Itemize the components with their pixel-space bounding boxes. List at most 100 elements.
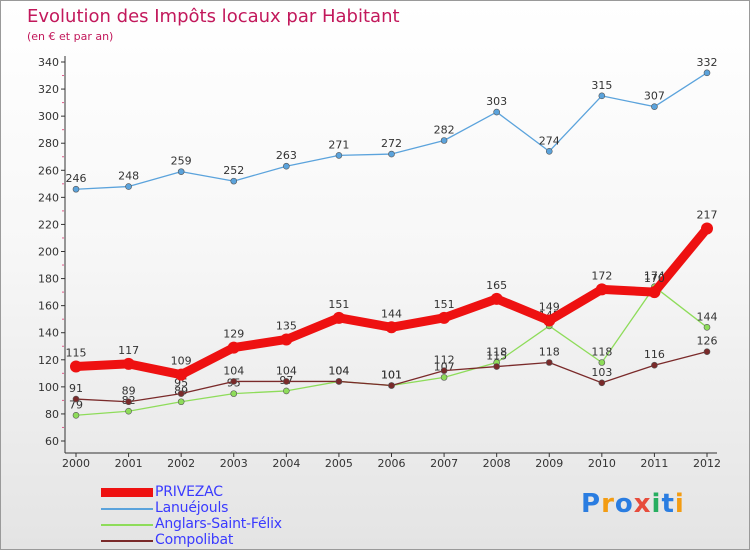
data-point-anglars-saint-felix [598,359,606,366]
data-label-privezac: 117 [118,344,139,357]
logo-letter: x [633,489,652,519]
data-label-anglars-saint-felix: 118 [486,345,507,358]
data-label-lanuejouls: 263 [276,149,297,162]
data-label-privezac: 151 [328,298,349,311]
data-label-privezac: 109 [171,355,192,368]
data-label-compolibat: 103 [591,366,612,379]
x-tick-label: 2003 [220,457,248,470]
y-tick-label: 240 [38,191,59,204]
data-label-privezac: 170 [644,272,665,285]
data-label-anglars-saint-felix: 79 [69,398,83,411]
x-tick-label: 2010 [588,457,616,470]
data-point-privezac [280,333,293,346]
data-label-lanuejouls: 271 [328,138,349,151]
data-point-anglars-saint-felix [230,390,238,397]
data-label-compolibat: 104 [276,364,297,377]
y-tick-label: 200 [38,246,59,259]
data-point-compolibat [283,378,290,385]
chart-subtitle: (en € et par an) [27,30,114,43]
data-point-lanuejouls [230,177,238,185]
data-point-compolibat [230,378,238,385]
x-tick-label: 2002 [167,457,195,470]
legend-label-privezac: PRIVEZAC [155,484,223,500]
data-point-lanuejouls [388,150,395,158]
data-label-lanuejouls: 248 [118,170,139,183]
data-label-lanuejouls: 303 [486,95,507,108]
data-label-lanuejouls: 282 [434,124,455,137]
data-point-lanuejouls [545,148,553,155]
legend-label-lanuejouls: Lanuéjouls [155,500,229,516]
data-point-compolibat [335,378,343,385]
data-label-compolibat: 126 [697,335,718,348]
legend-item-privezac: PRIVEZAC [101,484,341,501]
data-point-lanuejouls [177,168,185,175]
y-tick-label: 80 [45,408,59,421]
data-point-anglars-saint-felix [440,374,448,381]
data-label-privezac: 217 [697,208,718,221]
legend-swatch-privezac [101,488,153,497]
data-label-lanuejouls: 332 [697,56,718,69]
x-tick-label: 2012 [693,457,721,470]
data-point-anglars-saint-felix [72,411,80,419]
data-label-lanuejouls: 307 [644,90,665,103]
data-point-lanuejouls [335,152,343,159]
y-tick-label: 140 [38,327,59,340]
data-point-privezac [490,292,503,305]
legend-label-compolibat: Compolibat [155,532,234,548]
data-point-lanuejouls [125,183,132,190]
data-label-privezac: 165 [486,279,507,292]
y-tick-label: 260 [38,164,59,177]
legend-item-lanuejouls: Lanuéjouls [101,500,341,517]
legend-swatch-lanuejouls [101,508,153,510]
data-label-compolibat: 104 [328,364,349,377]
data-point-compolibat [545,359,553,366]
y-tick-label: 180 [38,273,59,286]
y-tick-label: 300 [38,110,59,123]
data-label-lanuejouls: 274 [539,134,560,147]
data-point-privezac [438,311,451,324]
data-point-compolibat [703,348,711,355]
chart-title: Evolution des Impôts locaux par Habitant [27,6,400,27]
data-point-compolibat [388,382,395,389]
data-point-compolibat [598,379,606,387]
y-tick-label: 220 [38,218,59,231]
legend-label-anglars-saint-felix: Anglars-Saint-Félix [155,516,282,532]
x-tick-label: 2009 [535,457,563,470]
x-tick-label: 2000 [62,457,90,470]
data-label-lanuejouls: 252 [223,164,244,177]
x-tick-label: 2008 [483,457,511,470]
x-tick-label: 2005 [325,457,353,470]
data-point-lanuejouls [283,162,290,170]
y-tick-label: 280 [38,137,59,150]
y-tick-label: 120 [38,354,59,367]
data-point-privezac [175,368,188,381]
data-point-compolibat [493,363,500,370]
data-label-compolibat: 89 [122,385,136,398]
proxiti-logo: Proxiti [581,489,685,519]
y-tick-label: 340 [38,56,59,69]
y-tick-label: 60 [45,435,59,448]
data-point-anglars-saint-felix [177,398,185,406]
data-label-lanuejouls: 272 [381,137,402,150]
data-point-privezac [332,311,345,324]
data-label-compolibat: 104 [223,364,244,377]
logo-letter: o [614,489,634,519]
series-line-lanuejouls [75,72,708,190]
data-point-lanuejouls [651,103,658,110]
data-label-privezac: 135 [276,319,297,332]
data-point-anglars-saint-felix [703,323,711,331]
data-label-anglars-saint-felix: 101 [381,369,402,382]
data-point-lanuejouls [703,69,711,77]
data-point-compolibat [125,398,132,406]
data-label-compolibat: 112 [434,354,455,367]
y-tick-label: 100 [38,381,59,394]
data-label-privezac: 129 [223,328,244,341]
legend-item-anglars-saint-felix: Anglars-Saint-Félix [101,516,341,533]
data-point-privezac [701,222,713,235]
data-point-lanuejouls [493,108,500,116]
data-label-privezac: 149 [539,301,560,314]
x-tick-label: 2006 [378,457,406,470]
data-label-privezac: 172 [591,269,612,282]
y-tick-label: 160 [38,300,59,313]
